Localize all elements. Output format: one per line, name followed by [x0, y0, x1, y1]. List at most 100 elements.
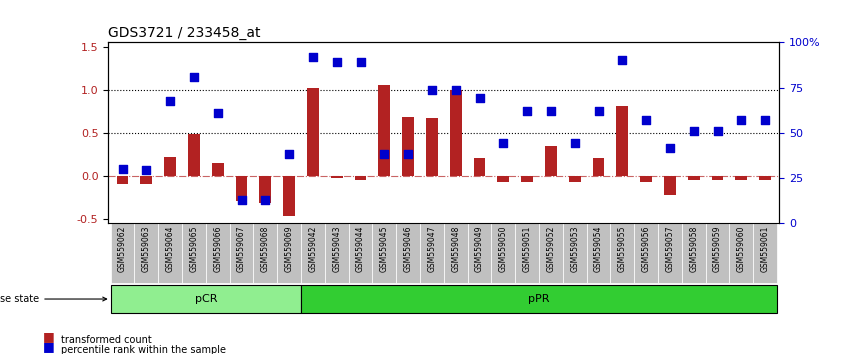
Point: [210, 110, 224, 116]
Text: pPR: pPR: [528, 294, 550, 304]
Text: percentile rank within the sample: percentile rank within the sample: [61, 346, 226, 354]
Text: GSM559064: GSM559064: [165, 226, 175, 272]
Text: GSM559047: GSM559047: [428, 226, 436, 272]
FancyBboxPatch shape: [111, 223, 134, 283]
Point: [759, 117, 772, 122]
Text: GSM559042: GSM559042: [308, 226, 318, 272]
FancyBboxPatch shape: [491, 223, 515, 283]
Text: GSM559052: GSM559052: [546, 226, 555, 272]
Bar: [354, 176, 366, 180]
Text: GSM559067: GSM559067: [237, 226, 246, 272]
Bar: [545, 145, 557, 176]
Bar: [236, 176, 248, 201]
Point: [734, 117, 748, 122]
FancyBboxPatch shape: [753, 223, 777, 283]
FancyBboxPatch shape: [158, 223, 182, 283]
Text: GSM559060: GSM559060: [737, 226, 746, 272]
Point: [353, 59, 367, 65]
Point: [115, 166, 129, 172]
Point: [568, 140, 582, 146]
Text: GSM559066: GSM559066: [213, 226, 223, 272]
Point: [163, 98, 177, 104]
FancyBboxPatch shape: [229, 223, 254, 283]
Bar: [402, 117, 414, 176]
Bar: [712, 176, 723, 180]
Bar: [426, 118, 438, 176]
Point: [520, 108, 534, 114]
Text: GSM559062: GSM559062: [118, 226, 127, 272]
Text: GSM559053: GSM559053: [570, 226, 579, 272]
Bar: [449, 90, 462, 176]
Text: ■: ■: [43, 330, 55, 343]
Text: GSM559046: GSM559046: [404, 226, 412, 272]
Bar: [759, 176, 771, 180]
FancyBboxPatch shape: [706, 223, 729, 283]
Bar: [735, 176, 747, 180]
Point: [473, 96, 487, 101]
Text: GSM559050: GSM559050: [499, 226, 507, 272]
FancyBboxPatch shape: [658, 223, 682, 283]
FancyBboxPatch shape: [397, 223, 420, 283]
Point: [306, 54, 320, 60]
Point: [663, 145, 677, 151]
Text: GSM559061: GSM559061: [760, 226, 770, 272]
FancyBboxPatch shape: [182, 223, 206, 283]
Bar: [688, 176, 700, 180]
Point: [378, 151, 391, 157]
Point: [330, 59, 344, 65]
Point: [639, 117, 653, 122]
Bar: [260, 176, 271, 203]
Bar: [283, 176, 295, 216]
FancyBboxPatch shape: [682, 223, 706, 283]
Bar: [569, 176, 581, 182]
Bar: [617, 106, 628, 176]
Bar: [117, 176, 128, 184]
FancyBboxPatch shape: [349, 223, 372, 283]
Text: pCR: pCR: [195, 294, 217, 304]
FancyBboxPatch shape: [301, 285, 777, 313]
Bar: [640, 176, 652, 183]
Text: GSM559068: GSM559068: [261, 226, 270, 272]
Point: [235, 197, 249, 202]
FancyBboxPatch shape: [277, 223, 301, 283]
Text: GSM559057: GSM559057: [665, 226, 675, 272]
Bar: [212, 163, 223, 176]
Point: [401, 151, 415, 157]
FancyBboxPatch shape: [111, 285, 301, 313]
Text: GSM559045: GSM559045: [380, 226, 389, 272]
Bar: [378, 85, 391, 176]
Text: GSM559056: GSM559056: [642, 226, 650, 272]
Text: GSM559043: GSM559043: [333, 226, 341, 272]
Point: [616, 57, 630, 63]
FancyBboxPatch shape: [206, 223, 229, 283]
Bar: [497, 176, 509, 182]
Text: ■: ■: [43, 341, 55, 353]
Point: [282, 151, 296, 157]
FancyBboxPatch shape: [301, 223, 325, 283]
Point: [711, 128, 725, 134]
Bar: [664, 176, 675, 194]
Bar: [140, 176, 152, 184]
Bar: [307, 88, 319, 176]
Point: [187, 74, 201, 80]
Bar: [592, 159, 604, 176]
Point: [449, 87, 462, 92]
Text: GSM559065: GSM559065: [190, 226, 198, 272]
FancyBboxPatch shape: [420, 223, 443, 283]
Bar: [474, 158, 486, 176]
Text: disease state: disease state: [0, 294, 107, 304]
Point: [258, 197, 272, 202]
FancyBboxPatch shape: [729, 223, 753, 283]
Bar: [331, 176, 343, 178]
Text: GSM559051: GSM559051: [522, 226, 532, 272]
Point: [496, 140, 510, 146]
FancyBboxPatch shape: [634, 223, 658, 283]
Bar: [188, 135, 200, 176]
Text: GSM559049: GSM559049: [475, 226, 484, 272]
Text: transformed count: transformed count: [61, 335, 152, 345]
Point: [591, 108, 605, 114]
Text: GSM559055: GSM559055: [617, 226, 627, 272]
FancyBboxPatch shape: [611, 223, 634, 283]
Text: GSM559048: GSM559048: [451, 226, 460, 272]
Point: [544, 108, 558, 114]
